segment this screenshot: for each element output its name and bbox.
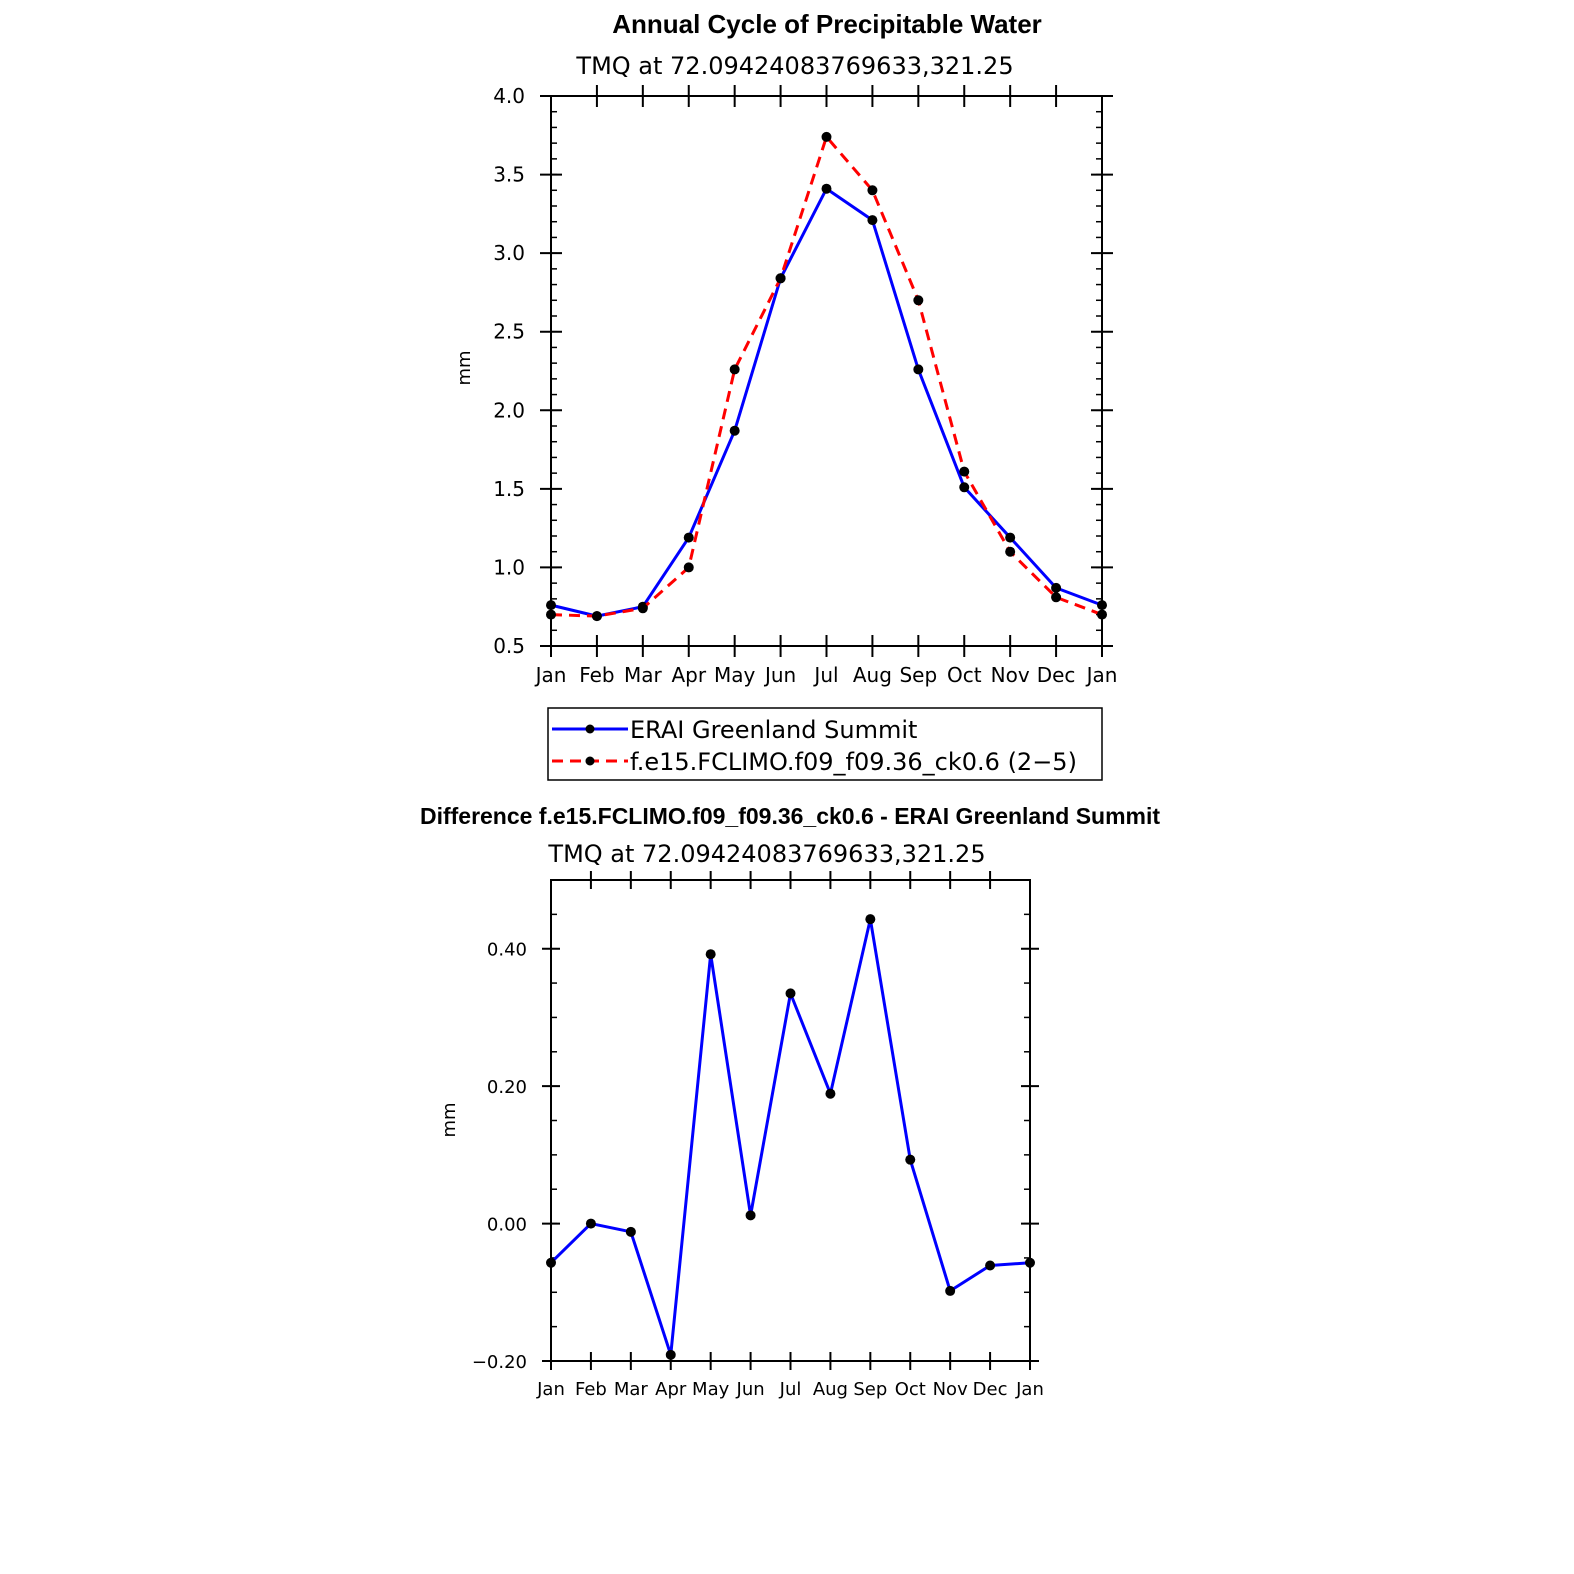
difference-panel: Difference f.e15.FCLIMO.f09_f09.36_ck0.6… (420, 803, 1160, 1400)
data-point (945, 1285, 956, 1296)
x-tick-label: Mar (614, 1379, 649, 1400)
x-tick-label: Nov (991, 663, 1030, 687)
difference-y-axis-label: mm (439, 1102, 460, 1137)
x-tick-label: Sep (853, 1379, 887, 1400)
x-tick-label: May (714, 663, 756, 687)
y-tick-label: 3.5 (493, 163, 525, 187)
x-tick-label: Nov (933, 1379, 968, 1400)
y-tick-label: 2.0 (493, 398, 525, 422)
data-point (821, 131, 832, 142)
y-tick-label: −0.20 (472, 1352, 527, 1373)
data-point (785, 988, 796, 999)
x-tick-label: Jul (779, 1379, 802, 1400)
y-tick-label: 3.0 (493, 241, 525, 265)
x-tick-label: Jul (812, 663, 838, 687)
x-tick-label: Dec (973, 1379, 1008, 1400)
data-point (959, 482, 970, 493)
data-point (905, 1154, 916, 1165)
x-tick-label: Aug (813, 1379, 848, 1400)
data-point (959, 466, 970, 477)
y-tick-label: 0.20 (487, 1077, 527, 1098)
y-tick-label: 2.5 (493, 320, 525, 344)
data-point (821, 183, 832, 194)
data-point (745, 1210, 756, 1221)
legend-label-erai: ERAI Greenland Summit (630, 716, 917, 744)
data-point (585, 1218, 596, 1229)
y-tick-label: 0.5 (493, 634, 525, 658)
data-point (637, 603, 648, 614)
series-line-0 (550, 187, 1103, 618)
annual-cycle-panel: Annual Cycle of Precipitable Water TMQ a… (454, 9, 1118, 781)
x-tick-label: May (692, 1379, 730, 1400)
data-point (591, 611, 602, 622)
data-point (1005, 546, 1016, 557)
data-point (985, 1260, 996, 1271)
difference-subtitle: TMQ at 72.09424083769633,321.25 (547, 840, 985, 868)
x-tick-label: Oct (947, 663, 982, 687)
x-tick-label: Apr (671, 663, 706, 687)
series-line-0 (549, 917, 1031, 1357)
legend-marker-erai (585, 724, 595, 734)
x-tick-label: Jan (534, 663, 567, 687)
difference-plot-frame (550, 879, 1031, 1362)
legend-marker-model (585, 756, 595, 766)
data-point (775, 273, 786, 284)
y-tick-label: 0.40 (487, 940, 527, 961)
data-point (729, 364, 740, 375)
data-point (705, 949, 716, 960)
x-tick-label: Oct (895, 1379, 926, 1400)
x-tick-label: Jan (536, 1379, 565, 1400)
y-tick-label: 1.5 (493, 477, 525, 501)
legend-box (547, 707, 1103, 781)
x-tick-label: Jun (763, 663, 796, 687)
legend: ERAI Greenland Summit f.e15.FCLIMO.f09_f… (547, 707, 1103, 781)
x-tick-label: Feb (579, 663, 614, 687)
difference-title: Difference f.e15.FCLIMO.f09_f09.36_ck0.6… (420, 803, 1160, 829)
data-point (1051, 592, 1062, 603)
y-tick-label: 4.0 (493, 84, 525, 108)
x-tick-label: Feb (575, 1379, 607, 1400)
data-point (825, 1088, 836, 1099)
data-point (665, 1349, 676, 1360)
x-tick-label: Sep (899, 663, 937, 687)
x-tick-label: Apr (655, 1379, 687, 1400)
data-point (913, 364, 924, 375)
x-tick-label: Mar (624, 663, 663, 687)
y-tick-label: 0.00 (487, 1215, 527, 1236)
data-point (1005, 532, 1016, 543)
series-line-1 (550, 135, 1103, 618)
legend-label-model: f.e15.FCLIMO.f09_f09.36_ck0.6 (2−5) (630, 748, 1077, 776)
x-tick-label: Dec (1037, 663, 1076, 687)
chart-title: Annual Cycle of Precipitable Water (612, 9, 1042, 39)
plot-frame (550, 95, 1103, 647)
x-tick-label: Aug (853, 663, 892, 687)
x-tick-label: Jun (736, 1379, 765, 1400)
data-point (683, 532, 694, 543)
x-tick-label: Jan (1085, 663, 1118, 687)
x-tick-label: Jan (1015, 1379, 1044, 1400)
data-point (683, 562, 694, 573)
chart-subtitle: TMQ at 72.09424083769633,321.25 (575, 52, 1013, 80)
data-point (1051, 582, 1062, 593)
data-point (913, 295, 924, 306)
data-point (865, 914, 876, 925)
data-point (625, 1226, 636, 1237)
data-point (867, 185, 878, 196)
data-point (867, 215, 878, 226)
y-tick-label: 1.0 (493, 555, 525, 579)
data-point (729, 425, 740, 436)
y-axis-label: mm (454, 350, 475, 385)
